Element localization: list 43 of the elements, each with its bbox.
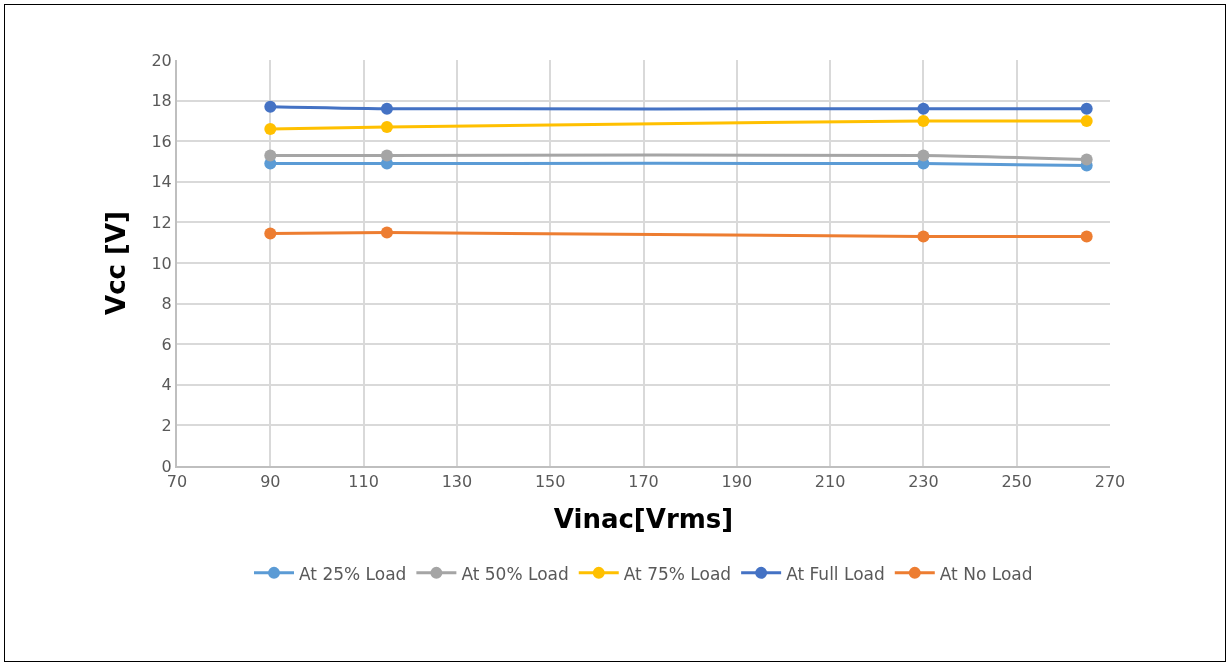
point: [1080, 153, 1093, 166]
point: [917, 149, 930, 162]
point: [1080, 230, 1093, 243]
point: [380, 102, 393, 115]
point: [380, 149, 393, 162]
y-tick-label: 6: [161, 334, 172, 354]
point: [264, 123, 277, 136]
x-tick-label: 170: [628, 472, 659, 492]
y-tick-label: 18: [151, 91, 172, 111]
y-tick-label: 12: [151, 213, 172, 232]
point: [917, 230, 930, 243]
y-tick-label: 2: [161, 416, 172, 435]
y-axis-title: Vcc [V]: [101, 211, 132, 315]
legend-label: At 50% Load: [461, 563, 569, 584]
point: [1080, 102, 1093, 115]
legend-label: At No Load: [939, 563, 1033, 584]
y-tick-label: 8: [161, 294, 172, 314]
x-tick-label: 210: [814, 472, 846, 492]
x-tick-label: 230: [908, 472, 939, 492]
legend-label: At 25% Load: [299, 563, 407, 584]
x-tick-label: 130: [441, 472, 473, 492]
point: [1080, 114, 1093, 127]
x-tick-label: 110: [348, 472, 379, 492]
legend-label: At Full Load: [786, 563, 885, 584]
x-axis-title: Vinac[Vrms]: [553, 504, 734, 535]
point: [380, 226, 393, 239]
y-tick-label: 4: [161, 375, 172, 395]
y-tick-label: 16: [151, 131, 172, 151]
point: [264, 227, 277, 240]
x-tick-label: 150: [534, 472, 566, 492]
point: [264, 149, 277, 162]
legend-label: At 75% Load: [623, 563, 732, 584]
y-tick-label: 10: [151, 253, 172, 273]
point: [917, 102, 930, 115]
point: [917, 114, 930, 127]
x-tick-label: 90: [260, 472, 281, 492]
y-tick-label: 14: [151, 172, 172, 192]
x-tick-label: 270: [1094, 472, 1126, 492]
point: [380, 120, 393, 133]
point: [264, 100, 277, 113]
x-tick-label: 190: [721, 472, 753, 492]
y-tick-label: 20: [151, 50, 172, 70]
x-tick-label: 250: [1001, 472, 1032, 492]
